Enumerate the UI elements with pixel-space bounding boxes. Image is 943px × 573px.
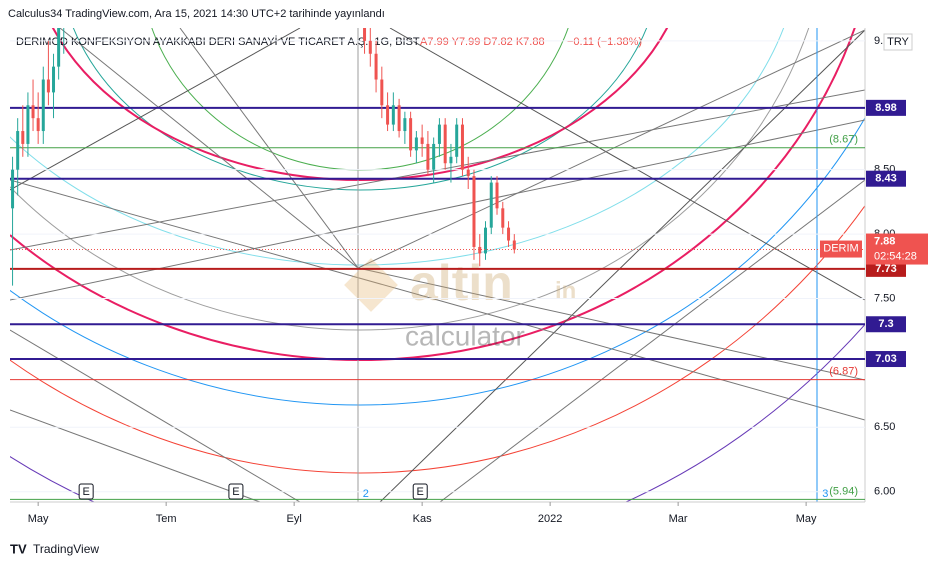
level-badge	[866, 99, 906, 116]
change: −0.11 (−1.38%)	[567, 36, 642, 48]
candle-body	[501, 208, 505, 228]
candle-body	[409, 118, 413, 151]
level-badge	[866, 170, 906, 187]
event-marker	[228, 483, 244, 500]
x-tick-label: Tem	[156, 513, 177, 525]
level-label: (5.94)	[829, 485, 858, 497]
event-marker-label: E	[232, 486, 239, 498]
candle-body	[460, 124, 464, 170]
x-tick-label: Eyl	[287, 513, 302, 525]
candle-body	[374, 53, 378, 80]
candle-body	[16, 131, 20, 170]
y-tick-label: 9.	[874, 35, 883, 47]
candle-body	[36, 118, 40, 132]
countdown: 02:54:28	[874, 250, 917, 262]
ohlc: A7.99 Y7.99 D7.82 K7.88	[420, 36, 545, 48]
candle-body	[363, 28, 367, 41]
candle-body	[507, 227, 511, 241]
event-marker-label: E	[417, 486, 424, 498]
candle-body	[455, 124, 459, 157]
candle-body	[414, 137, 418, 151]
candle-body	[397, 105, 401, 132]
candle-body	[391, 105, 395, 125]
candle-body	[46, 79, 50, 93]
level-label: 8.98	[875, 102, 896, 114]
last-name: DERIM	[823, 242, 858, 254]
candle-body	[432, 143, 436, 170]
level-badge	[866, 260, 906, 277]
x-tick-label: May	[796, 513, 817, 525]
level-label: 7.03	[875, 353, 896, 365]
candle-body	[443, 124, 447, 164]
plot	[10, 28, 865, 500]
tv-logo: TV	[10, 541, 27, 556]
y-tick-label: 6.00	[874, 486, 895, 498]
candle-body	[449, 156, 453, 164]
candle-body	[386, 105, 390, 125]
candle-body	[21, 131, 25, 144]
candle-body	[380, 79, 384, 106]
level-label: 7.73	[875, 263, 896, 275]
candle-body	[368, 40, 372, 54]
candle-body	[41, 79, 45, 132]
candle-body	[483, 227, 487, 254]
level-badge	[866, 316, 906, 333]
level-label: 7.3	[878, 318, 893, 330]
candle-body	[489, 182, 493, 228]
candle-body	[420, 137, 424, 144]
candle-body	[466, 169, 470, 177]
candle-body	[57, 28, 61, 67]
event-marker	[78, 483, 94, 500]
x-tick-label: Mar	[669, 513, 688, 525]
symbol-title: DERIMOD KONFEKSIYON AYAKKABI DERI SANAYİ…	[16, 35, 420, 48]
footer: TradingView	[33, 542, 99, 556]
last-name-badge	[820, 240, 862, 258]
level-label: 8.43	[875, 173, 896, 185]
candle-body	[31, 105, 35, 119]
svg-text:calculator: calculator	[405, 320, 525, 351]
wave-label: 2	[363, 488, 369, 500]
level-badge	[866, 351, 906, 368]
candle-body	[403, 118, 407, 132]
candle-body	[495, 182, 499, 209]
candle-body	[512, 240, 516, 250]
svg-text:altin: altin	[410, 255, 513, 311]
event-marker-label: E	[82, 486, 89, 498]
y-tick-label: 6.50	[874, 421, 895, 433]
last-value: 7.88	[874, 235, 895, 247]
header: Calculus34 TradingView.com, Ara 15, 2021…	[8, 8, 385, 20]
currency-badge	[883, 33, 913, 51]
candle-body	[52, 66, 56, 93]
x-tick-label: 2022	[538, 513, 562, 525]
candle-body	[426, 143, 430, 170]
x-tick-label: May	[28, 513, 49, 525]
x-tick-label: Kas	[413, 513, 432, 525]
wave-label: 3	[822, 488, 828, 500]
event-marker	[412, 483, 428, 500]
currency: TRY	[887, 36, 909, 48]
candle-body	[472, 176, 476, 247]
candle-body	[26, 105, 30, 144]
level-label: (8.67)	[829, 134, 858, 146]
candle-body	[437, 124, 441, 144]
level-label: (6.87)	[829, 366, 858, 378]
candle-body	[478, 246, 482, 254]
y-tick-label: 7.50	[874, 292, 895, 304]
candle-body	[11, 169, 15, 209]
svg-text:in: in	[555, 277, 576, 304]
last-badge	[866, 233, 928, 265]
